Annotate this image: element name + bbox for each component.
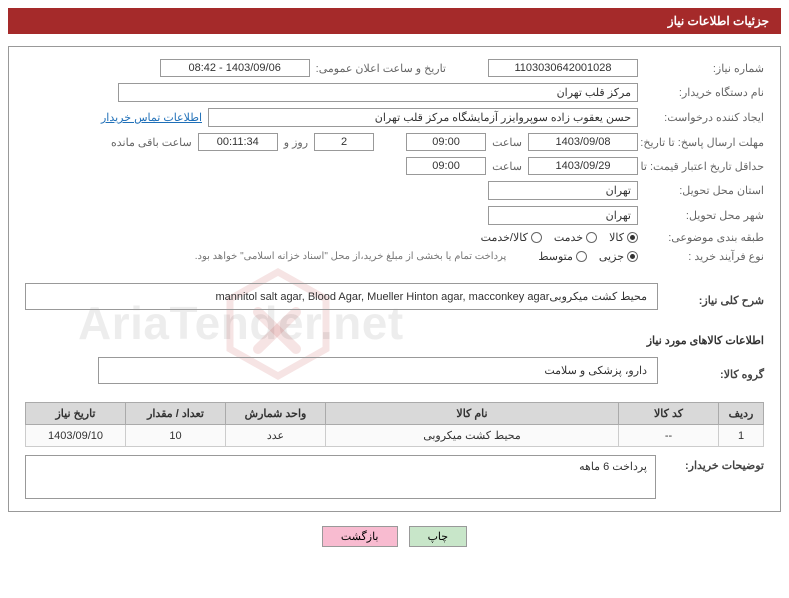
- price-time-field: 09:00: [406, 157, 486, 175]
- radio-medium-circle: [576, 251, 587, 262]
- radio-goods-service-label: کالا/خدمت: [481, 231, 528, 244]
- buyer-notes-box: پرداخت 6 ماهه: [25, 455, 656, 499]
- requester-label: ایجاد کننده درخواست:: [644, 111, 764, 124]
- radio-service-circle: [586, 232, 597, 243]
- th-row: ردیف: [719, 403, 764, 425]
- goods-table: ردیف کد کالا نام کالا واحد شمارش تعداد /…: [25, 402, 764, 447]
- buyer-org-label: نام دستگاه خریدار:: [644, 86, 764, 99]
- table-row: 1 -- محیط کشت میکروبی عدد 10 1403/09/10: [26, 425, 764, 447]
- price-validity-label: حداقل تاریخ اعتبار قیمت: تا تاریخ:: [644, 160, 764, 173]
- goods-group-label: گروه کالا:: [664, 368, 764, 381]
- radio-medium-label: متوسط: [538, 250, 573, 263]
- purchase-type-label: نوع فرآیند خرید :: [644, 250, 764, 263]
- td-qty: 10: [126, 425, 226, 447]
- th-code: کد کالا: [619, 403, 719, 425]
- radio-goods-circle: [627, 232, 638, 243]
- announce-label: تاریخ و ساعت اعلان عمومی:: [316, 62, 446, 75]
- purchase-note: پرداخت تمام یا بخشی از مبلغ خرید،از محل …: [195, 251, 507, 262]
- contact-link[interactable]: اطلاعات تماس خریدار: [101, 111, 202, 124]
- need-desc-box: محیط کشت میکروبیmannitol salt agar, Bloo…: [25, 283, 658, 310]
- need-no-field: 1103030642001028: [488, 59, 638, 77]
- reply-time-field: 09:00: [406, 133, 486, 151]
- delivery-province-label: استان محل تحویل:: [644, 184, 764, 197]
- radio-partial-label: جزیی: [599, 250, 624, 263]
- radio-partial-circle: [627, 251, 638, 262]
- td-row: 1: [719, 425, 764, 447]
- need-no-label: شماره نیاز:: [644, 62, 764, 75]
- goods-group-box: دارو، پزشکی و سلامت: [98, 357, 658, 384]
- goods-section-title: اطلاعات کالاهای مورد نیاز: [25, 334, 764, 347]
- th-name: نام کالا: [326, 403, 619, 425]
- need-desc-label: شرح کلی نیاز:: [664, 294, 764, 307]
- th-unit: واحد شمارش: [226, 403, 326, 425]
- td-code: --: [619, 425, 719, 447]
- time-remaining-field: 00:11:34: [198, 133, 278, 151]
- radio-goods-service[interactable]: کالا/خدمت: [481, 231, 542, 244]
- back-button[interactable]: بازگشت: [322, 526, 398, 547]
- category-label: طبقه بندی موضوعی:: [644, 231, 764, 244]
- td-unit: عدد: [226, 425, 326, 447]
- radio-partial[interactable]: جزیی: [599, 250, 638, 263]
- time-label-1: ساعت: [492, 136, 522, 149]
- reply-deadline-label: مهلت ارسال پاسخ: تا تاریخ:: [644, 136, 764, 149]
- radio-service-label: خدمت: [554, 231, 583, 244]
- button-row: چاپ بازگشت: [8, 526, 781, 547]
- main-panel: شماره نیاز: 1103030642001028 تاریخ و ساع…: [8, 46, 781, 512]
- th-date: تاریخ نیاز: [26, 403, 126, 425]
- category-radio-group: کالا خدمت کالا/خدمت: [481, 231, 638, 244]
- price-date-field: 1403/09/29: [528, 157, 638, 175]
- purchase-type-radio-group: جزیی متوسط: [538, 250, 638, 263]
- page-header: جزئیات اطلاعات نیاز: [8, 8, 781, 34]
- delivery-city-field: تهران: [488, 206, 638, 225]
- print-button[interactable]: چاپ: [409, 526, 468, 547]
- delivery-city-label: شهر محل تحویل:: [644, 209, 764, 222]
- buyer-notes-label: توضیحات خریدار:: [664, 455, 764, 472]
- td-name: محیط کشت میکروبی: [326, 425, 619, 447]
- radio-goods[interactable]: کالا: [609, 231, 638, 244]
- requester-field: حسن یعقوب زاده سوپروایزر آزمایشگاه مرکز …: [208, 108, 638, 127]
- time-label-2: ساعت: [492, 160, 522, 173]
- radio-medium[interactable]: متوسط: [538, 250, 587, 263]
- days-and-label: روز و: [284, 136, 308, 149]
- page-title: جزئیات اطلاعات نیاز: [668, 14, 769, 28]
- remaining-suffix-label: ساعت باقی مانده: [111, 136, 192, 149]
- delivery-province-field: تهران: [488, 181, 638, 200]
- announce-field: 1403/09/06 - 08:42: [160, 59, 310, 77]
- buyer-org-field: مرکز قلب تهران: [118, 83, 638, 102]
- radio-goods-service-circle: [531, 232, 542, 243]
- td-date: 1403/09/10: [26, 425, 126, 447]
- reply-date-field: 1403/09/08: [528, 133, 638, 151]
- th-qty: تعداد / مقدار: [126, 403, 226, 425]
- days-remaining-field: 2: [314, 133, 374, 151]
- radio-goods-label: کالا: [609, 231, 624, 244]
- radio-service[interactable]: خدمت: [554, 231, 597, 244]
